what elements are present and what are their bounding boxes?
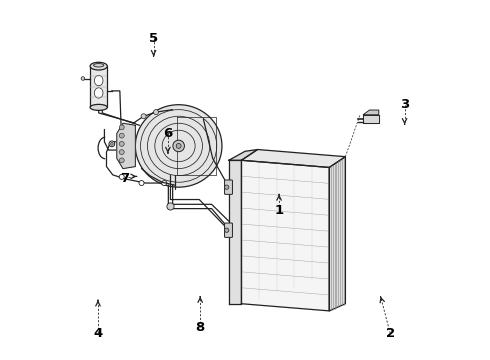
Circle shape (119, 133, 124, 138)
Polygon shape (229, 149, 258, 160)
Circle shape (153, 109, 158, 114)
Circle shape (119, 174, 124, 179)
Polygon shape (117, 123, 135, 168)
Ellipse shape (94, 64, 104, 67)
Polygon shape (242, 149, 345, 167)
Polygon shape (364, 110, 379, 115)
Circle shape (119, 150, 124, 154)
Circle shape (224, 185, 229, 189)
Text: 1: 1 (274, 204, 284, 217)
Circle shape (81, 77, 85, 80)
Bar (90, 66, 107, 107)
Text: 8: 8 (196, 320, 205, 333)
Ellipse shape (95, 76, 103, 86)
Text: 6: 6 (163, 127, 172, 140)
Polygon shape (242, 160, 329, 311)
Text: 4: 4 (93, 327, 102, 340)
Polygon shape (229, 160, 242, 304)
FancyBboxPatch shape (224, 180, 232, 194)
Circle shape (119, 158, 124, 163)
Circle shape (224, 228, 229, 232)
Circle shape (119, 125, 124, 130)
Text: 3: 3 (400, 98, 409, 111)
Ellipse shape (90, 104, 107, 111)
Ellipse shape (173, 140, 184, 152)
Text: 5: 5 (149, 32, 158, 45)
Ellipse shape (95, 88, 103, 98)
FancyBboxPatch shape (224, 223, 232, 237)
Ellipse shape (135, 105, 222, 187)
Text: 7: 7 (121, 172, 129, 185)
Ellipse shape (176, 143, 181, 148)
Circle shape (141, 114, 146, 119)
Circle shape (110, 143, 113, 145)
Text: 2: 2 (386, 327, 395, 340)
Polygon shape (364, 115, 379, 123)
Circle shape (167, 203, 174, 210)
Circle shape (109, 141, 115, 147)
Polygon shape (329, 157, 345, 311)
Circle shape (139, 180, 144, 185)
Ellipse shape (90, 62, 107, 70)
Circle shape (162, 180, 167, 185)
Circle shape (119, 141, 124, 147)
